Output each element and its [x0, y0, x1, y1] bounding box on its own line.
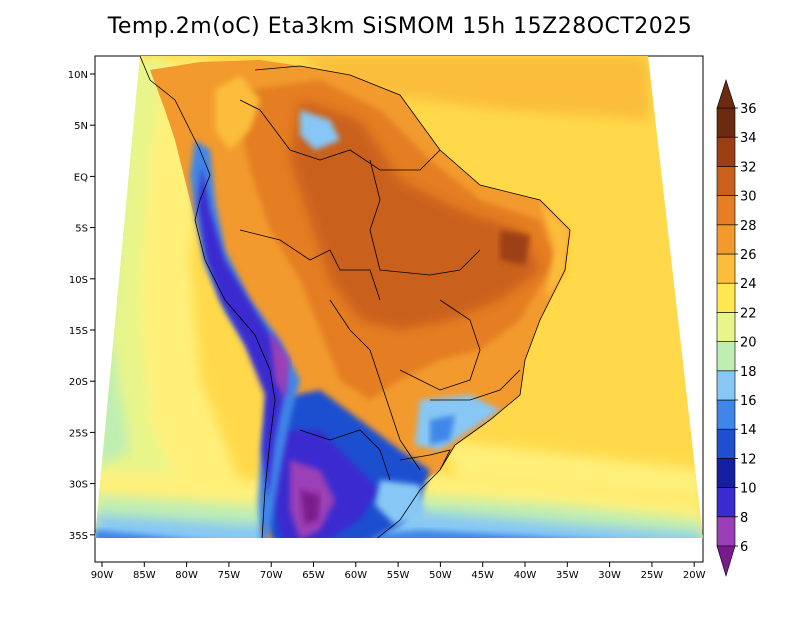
colorbar-label: 8: [740, 511, 748, 526]
colorbar-swatch: [716, 516, 736, 547]
lon-tick-label: 50W: [429, 570, 452, 581]
lat-tick-label: 15S: [69, 326, 88, 337]
atlantic-coastline: [254, 65, 571, 538]
lon-tick-label: 60W: [344, 570, 367, 581]
colorbar-max-arrow: [716, 79, 736, 109]
colorbar-label: 34: [740, 131, 757, 146]
state-borders-southeast: [430, 369, 521, 401]
colorbar-swatch: [716, 458, 736, 488]
lat-tick-label: 20S: [69, 377, 88, 388]
lon-tick-label: 40W: [514, 570, 537, 581]
lat-tick-label: 5S: [75, 224, 88, 235]
state-borders-center: [399, 299, 481, 391]
state-borders-north: [369, 159, 481, 276]
colorbar-label: 6: [740, 540, 748, 555]
central-borders: [329, 299, 421, 471]
argentina-borders: [299, 429, 391, 481]
lon-tick-label: 70W: [260, 570, 283, 581]
colorbar-label: 14: [740, 423, 757, 438]
colorbar-swatch: [716, 107, 736, 138]
colorbar-label: 30: [740, 190, 757, 205]
colorbar-label: 26: [740, 248, 757, 263]
colorbar-swatch: [716, 224, 736, 255]
colorbar-label: 36: [740, 102, 757, 117]
lat-tick-label: EQ: [74, 172, 88, 183]
latitude-ticks: 10N 5N EQ 5S 10S 15S 20S 25S 30S 35S: [68, 70, 95, 542]
northern-borders: [239, 99, 441, 171]
colorbar-swatch: [716, 312, 736, 342]
lon-tick-label: 75W: [218, 570, 241, 581]
state-borders-south: [399, 449, 451, 471]
lat-tick-label: 10N: [68, 70, 88, 81]
lon-tick-label: 35W: [556, 570, 579, 581]
western-borders: [239, 229, 381, 301]
colorbar-swatch: [716, 487, 736, 518]
colorbar-label: 28: [740, 219, 757, 234]
lon-tick-label: 85W: [133, 570, 156, 581]
colorbar-swatch: [716, 282, 736, 313]
colorbar-label: 20: [740, 336, 757, 351]
colorbar-swatch: [716, 195, 736, 226]
lat-tick-label: 25S: [69, 428, 88, 439]
lon-tick-label: 55W: [387, 570, 410, 581]
colorbar-min-arrow: [716, 545, 736, 578]
colorbar-swatch: [716, 136, 736, 167]
colorbar-swatch: [716, 253, 736, 284]
colorbar-swatch: [716, 399, 736, 430]
colorbar-label: 16: [740, 394, 757, 409]
colorbar-label: 10: [740, 482, 757, 497]
lon-tick-label: 20W: [683, 570, 706, 581]
temperature-field: [95, 56, 703, 538]
lon-tick-label: 80W: [175, 570, 198, 581]
lon-tick-label: 45W: [471, 570, 494, 581]
colorbar-label: 32: [740, 160, 757, 175]
colorbar: 6 8 10 12 14 16 18 20 22 24 26 28 30 32 34 36: [716, 79, 757, 578]
colorbar-swatch: [716, 341, 736, 372]
lat-tick-label: 5N: [74, 121, 88, 132]
colorbar-label: 24: [740, 277, 757, 292]
colorbar-label: 12: [740, 452, 757, 467]
lat-tick-label: 35S: [69, 531, 88, 542]
colorbar-swatch: [716, 370, 736, 401]
boundaries: [139, 56, 571, 538]
colorbar-label: 22: [740, 306, 757, 321]
colorbar-swatch: [716, 428, 736, 459]
lon-tick-label: 65W: [302, 570, 325, 581]
colorbar-swatch: [716, 166, 736, 196]
map-title: Temp.2m(oC) Eta3km SiSMOM 15h 15Z28OCT20…: [107, 14, 693, 39]
lon-tick-label: 30W: [598, 570, 621, 581]
lon-tick-label: 25W: [641, 570, 664, 581]
pacific-coastline: [139, 56, 276, 538]
lon-tick-label: 90W: [91, 570, 114, 581]
longitude-ticks: 90W 85W 80W 75W 70W 65W 60W 55W 50W 45W 40W 35W 30W 2…: [91, 562, 706, 581]
colorbar-label: 18: [740, 365, 757, 380]
lat-tick-label: 30S: [69, 480, 88, 491]
lat-tick-label: 10S: [69, 275, 88, 286]
